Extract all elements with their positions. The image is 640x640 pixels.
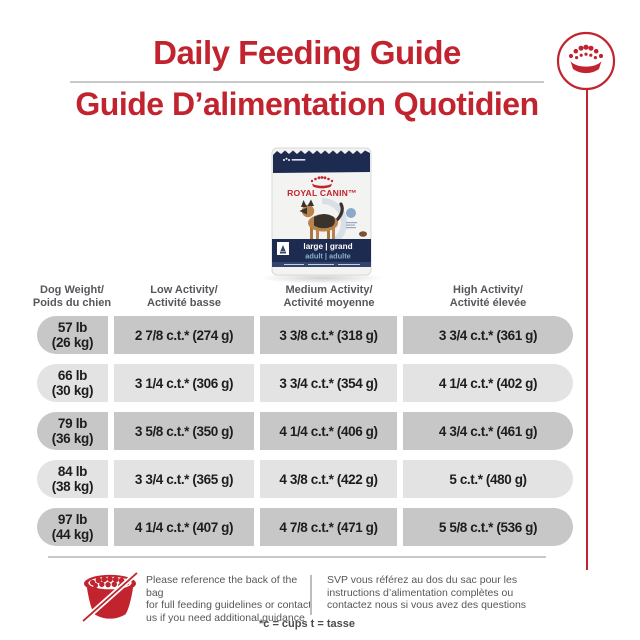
cups-legend: *c = cups t = tasse	[259, 618, 355, 630]
table-row: 97 lb (44 kg) 4 1/4 c.t.* (407 g) 4 7/8 …	[37, 508, 573, 546]
weight-cell: 57 lb (26 kg)	[37, 316, 108, 354]
weight-cell: 66 lb (30 kg)	[37, 364, 108, 402]
medium-activity-cell: 3 3/4 c.t.* (354 g)	[260, 364, 397, 402]
low-activity-cell: 4 1/4 c.t.* (407 g)	[114, 508, 254, 546]
low-activity-cell: 3 3/4 c.t.* (365 g)	[114, 460, 254, 498]
medium-activity-cell: 4 7/8 c.t.* (471 g)	[260, 508, 397, 546]
column-header-medium-activity: Medium Activity/ Activité moyenne	[283, 284, 375, 309]
high-activity-cell: 5 5/8 c.t.* (536 g)	[403, 508, 573, 546]
footer-divider-line	[48, 556, 546, 558]
high-activity-cell: 4 3/4 c.t.* (461 g)	[403, 412, 573, 450]
weight-cell: 84 lb (38 kg)	[37, 460, 108, 498]
high-activity-cell: 3 3/4 c.t.* (361 g)	[403, 316, 573, 354]
low-activity-cell: 3 1/4 c.t.* (306 g)	[114, 364, 254, 402]
low-activity-cell: 3 5/8 c.t.* (350 g)	[114, 412, 254, 450]
bag-age-text: adult | adulte	[305, 252, 351, 261]
table-row: 79 lb (36 kg) 3 5/8 c.t.* (350 g) 4 1/4 …	[37, 412, 573, 450]
royal-canin-crown-icon	[554, 30, 618, 94]
column-header-high-activity: High Activity/ Activité élevée	[449, 284, 527, 309]
table-row: 57 lb (26 kg) 2 7/8 c.t.* (274 g) 3 3/8 …	[37, 316, 573, 354]
table-row: 84 lb (38 kg) 3 3/4 c.t.* (365 g) 4 3/8 …	[37, 460, 573, 498]
vertical-accent-line	[586, 90, 588, 570]
medium-activity-cell: 4 1/4 c.t.* (406 g)	[260, 412, 397, 450]
weight-cell: 97 lb (44 kg)	[37, 508, 108, 546]
footer-note-french: SVP vous référez au dos du sac pour les …	[327, 574, 527, 611]
medium-activity-cell: 4 3/8 c.t.* (422 g)	[260, 460, 397, 498]
footer-note-english: Please reference the back of the bag for…	[146, 574, 312, 624]
german-shepherd-illustration	[299, 199, 344, 242]
crossed-feeding-bowl-icon	[78, 570, 142, 624]
high-activity-cell: 4 1/4 c.t.* (402 g)	[403, 364, 573, 402]
table-row: 66 lb (30 kg) 3 1/4 c.t.* (306 g) 3 3/4 …	[37, 364, 573, 402]
kibble-icon	[359, 231, 367, 237]
bag-brand-text: ROYAL CANIN™	[287, 188, 357, 198]
medium-activity-cell: 3 3/8 c.t.* (318 g)	[260, 316, 397, 354]
column-header-dog-weight: Dog Weight/ Poids du chien	[32, 284, 112, 309]
column-header-low-activity: Low Activity/ Activité basse	[147, 284, 221, 309]
bag-size-text: large | grand	[303, 242, 352, 251]
bag-crown-icon	[310, 176, 334, 189]
high-activity-cell: 5 c.t.* (480 g)	[403, 460, 573, 498]
low-activity-cell: 2 7/8 c.t.* (274 g)	[114, 316, 254, 354]
bag-badge-icon	[346, 208, 356, 218]
page-title-french: Guide D’alimentation Quotidien	[75, 86, 539, 122]
footer-note-divider	[310, 575, 312, 615]
title-divider-line	[70, 81, 544, 83]
product-bag-image: ROYAL CANIN™	[270, 143, 373, 277]
page-title-english: Daily Feeding Guide	[153, 34, 461, 71]
weight-cell: 79 lb (36 kg)	[37, 412, 108, 450]
bag-mini-crown-icon	[283, 157, 306, 161]
